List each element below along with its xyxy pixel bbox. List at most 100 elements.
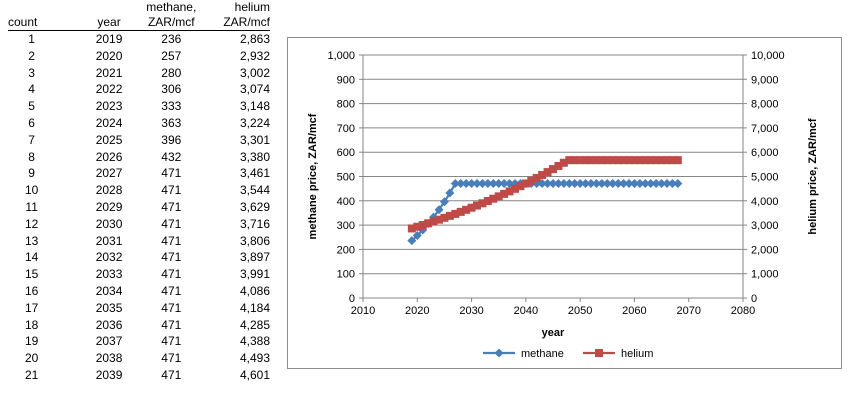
cell-year: 2030 [95,216,123,231]
data-point-helium [440,213,449,222]
table-row: 7 2025 396 3,301 [8,132,270,149]
data-point-methane [439,197,449,207]
header-methane: methane, ZAR/mcf [139,0,204,31]
cell-count: 17 [24,300,39,315]
cell-year: 2036 [95,317,123,332]
table-row: 3 2021 280 3,002 [8,65,270,82]
cell-helium: 3,148 [239,99,270,114]
table-row: 9 2027 471 3,461 [8,165,270,182]
data-point-helium [668,156,677,165]
data-point-helium [614,156,623,165]
y-tick-label: 500 [337,172,355,184]
legend-label-methane: methane [521,348,564,360]
table-row: 21 2039 471 4,601 [8,367,270,384]
data-point-helium [576,156,585,165]
table-row: 17 2035 471 4,184 [8,300,270,317]
cell-methane: 306 [161,82,182,97]
cell-year: 2025 [95,132,123,147]
y2-tick-label: 7,000 [751,123,779,135]
data-point-methane [586,179,596,189]
header-helium-line1: helium [234,0,270,14]
cell-count: 6 [28,115,35,130]
x-axis-title: year [542,327,565,339]
price-table: count year methane, ZAR/mcf helium ZAR/mcf 1… [8,0,270,384]
header-count-line1 [8,0,79,15]
cell-count: 1 [28,32,35,46]
cell-year: 2022 [95,82,123,97]
cell-count: 9 [28,166,35,181]
data-point-helium [500,189,509,198]
table-row: 19 2037 471 4,388 [8,333,270,350]
data-point-helium [543,168,552,177]
table-row: 15 2033 471 3,991 [8,266,270,283]
y2-tick-label: 6,000 [751,147,779,159]
cell-helium: 3,629 [239,199,270,214]
data-point-methane [483,179,493,189]
y2-tick-label: 1,000 [751,269,779,281]
data-point-helium [608,156,617,165]
cell-methane: 471 [161,317,182,332]
x-tick-label: 2040 [514,305,538,317]
data-point-helium [424,219,433,228]
data-point-helium [407,224,416,233]
table-row: 8 2026 432 3,380 [8,149,270,166]
y-axis-title: methane price, ZAR/mcf [307,113,319,239]
data-point-methane [450,179,460,189]
table-row: 1 2019 236 2,863 [8,31,270,48]
data-point-methane [581,179,591,189]
data-point-methane [461,179,471,189]
table-row: 11 2029 471 3,629 [8,199,270,216]
cell-year: 2019 [95,32,123,46]
data-point-methane [488,179,498,189]
data-point-helium [597,156,606,165]
data-point-methane [494,179,504,189]
y2-tick-label: 3,000 [751,220,779,232]
data-point-methane [499,179,509,189]
cell-helium: 2,863 [239,32,270,46]
data-point-helium [483,197,492,206]
cell-year: 2023 [95,99,123,114]
table-row: 6 2024 363 3,224 [8,115,270,132]
data-point-methane [412,231,422,241]
table-row: 5 2023 333 3,148 [8,98,270,115]
data-point-methane [472,179,482,189]
cell-helium: 3,897 [239,250,270,265]
data-point-helium [516,182,525,191]
cell-helium: 3,806 [239,233,270,248]
cell-helium: 3,544 [239,183,270,198]
y-tick-label: 300 [337,220,355,232]
cell-methane: 432 [161,149,182,164]
data-point-methane [651,179,661,189]
y2-tick-label: 9,000 [751,74,779,86]
header-helium-line2: ZAR/mcf [223,15,270,29]
cell-helium: 4,184 [239,300,270,315]
cell-count: 15 [24,267,39,282]
cell-helium: 3,002 [239,65,270,80]
cell-methane: 471 [161,351,182,366]
y-tick-label: 400 [337,196,355,208]
y2-tick-label: 2,000 [751,244,779,256]
table-header-row: count year methane, ZAR/mcf helium ZAR/mcf [8,0,270,31]
cell-methane: 471 [161,283,182,298]
cell-count: 16 [24,283,39,298]
cell-methane: 471 [161,334,182,349]
cell-count: 21 [24,367,39,382]
legend-marker-helium [595,349,603,357]
data-point-helium [619,156,628,165]
y-tick-label: 600 [337,147,355,159]
data-point-helium [456,207,465,216]
cell-helium: 3,380 [239,149,270,164]
cell-helium: 2,932 [239,48,270,63]
table-row: 13 2031 471 3,806 [8,233,270,250]
cell-methane: 280 [161,65,182,80]
data-point-helium [505,187,514,196]
header-count-line2: count [8,15,38,29]
data-point-methane [564,179,574,189]
data-point-methane [553,179,563,189]
data-point-helium [559,158,568,167]
data-point-methane [657,179,667,189]
data-point-methane [575,179,585,189]
y-tick-label: 200 [337,244,355,256]
data-point-methane [591,179,601,189]
cell-methane: 363 [161,115,182,130]
